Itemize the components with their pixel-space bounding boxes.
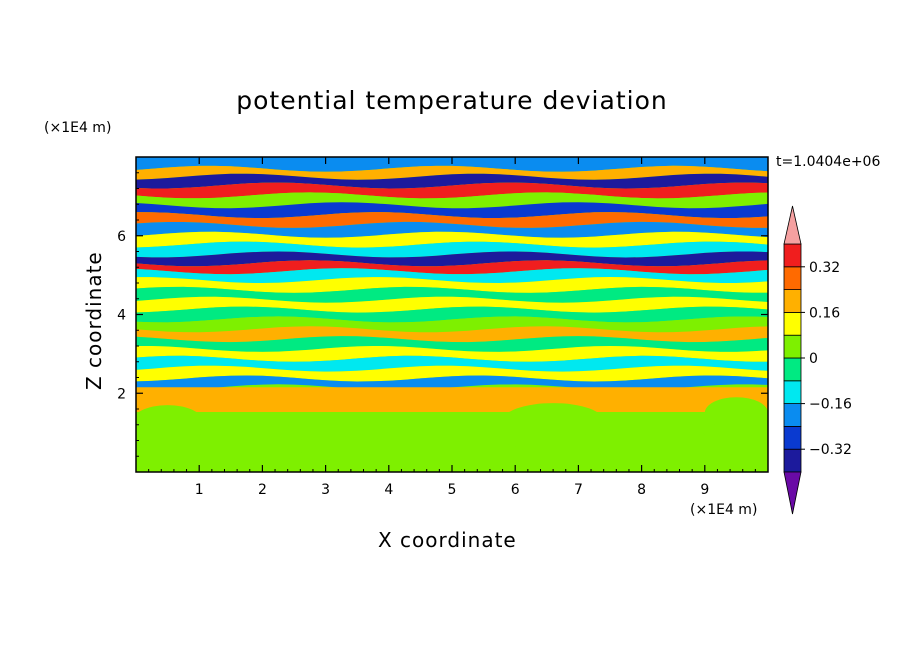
colorbar-segment (783, 425, 802, 450)
contour-blob (287, 412, 389, 445)
contour-band (136, 316, 768, 333)
colorbar-segment (783, 334, 802, 359)
contour-band (136, 231, 768, 248)
x-tick-label: 6 (511, 482, 520, 498)
x-tick-label: 4 (384, 482, 393, 498)
y-axis-ticks: 2 4 6 (117, 172, 768, 457)
contour-band (136, 165, 768, 180)
x-axis-unit: (×1E4 m) (690, 502, 758, 518)
contour-band (136, 365, 768, 382)
contour-band (136, 173, 768, 189)
colorbar-tick-label: −0.32 (809, 442, 852, 458)
contour-band (136, 212, 768, 228)
x-axis-ticks: 1 2 3 4 5 6 7 8 9 (148, 157, 756, 498)
x-tick-label: 2 (258, 482, 267, 498)
contour-blob (192, 424, 307, 465)
contour-band (136, 202, 768, 219)
contour-band (136, 251, 768, 267)
colorbar: 0.32 0.16 0 −0.16 −0.32 (783, 205, 852, 515)
contour-band (136, 157, 768, 172)
contour-blob (376, 438, 528, 472)
contour-band (136, 306, 768, 323)
colorbar-segment (783, 289, 802, 313)
x-axis-label: X coordinate (378, 528, 517, 552)
x-tick-label: 3 (321, 482, 330, 498)
y-axis-unit: (×1E4 m) (44, 120, 112, 136)
contour-band (136, 241, 768, 258)
colorbar-max-triangle (783, 205, 802, 245)
colorbar-segment (783, 380, 802, 404)
colorbar-segment (783, 403, 802, 427)
colorbar-segment (783, 448, 802, 473)
contour-band (136, 268, 768, 283)
contour-blob (502, 403, 604, 439)
contour-blob (136, 405, 206, 445)
chart-title: potential temperature deviation (236, 86, 668, 115)
x-tick-label: 7 (574, 482, 583, 498)
colorbar-segment (783, 311, 802, 336)
contour-blob (597, 422, 712, 467)
contour-band (136, 375, 768, 391)
colorbar-tick-label: 0 (809, 351, 818, 367)
time-label: t=1.0404e+06 (776, 154, 881, 170)
contour-band (136, 346, 768, 362)
contour-band (136, 221, 768, 238)
colorbar-tick-label: 0.16 (809, 305, 840, 321)
contour-band (136, 182, 768, 199)
contour-band (136, 286, 768, 303)
contour-band (136, 355, 768, 372)
contour-blob (704, 397, 768, 429)
contour-band (136, 192, 768, 209)
colorbar-segment (783, 243, 802, 268)
x-tick-label: 9 (700, 482, 709, 498)
contour-field (136, 157, 768, 472)
y-tick-label: 6 (117, 229, 126, 245)
colorbar-min-triangle (783, 471, 802, 515)
colorbar-tick-label: 0.32 (809, 260, 840, 276)
contour-band (136, 277, 768, 293)
colorbar-segment (783, 266, 802, 290)
x-tick-label: 1 (195, 482, 204, 498)
contour-band (136, 260, 768, 275)
contour-band (136, 387, 768, 412)
x-tick-label: 5 (448, 482, 457, 498)
x-tick-label: 8 (637, 482, 646, 498)
contour-band (136, 336, 768, 352)
contour-band (136, 326, 768, 343)
colorbar-segment (783, 357, 802, 382)
y-tick-label: 4 (117, 308, 126, 324)
colorbar-tick-label: −0.16 (809, 397, 852, 413)
y-tick-label: 2 (117, 386, 126, 402)
contour-band (136, 296, 768, 313)
